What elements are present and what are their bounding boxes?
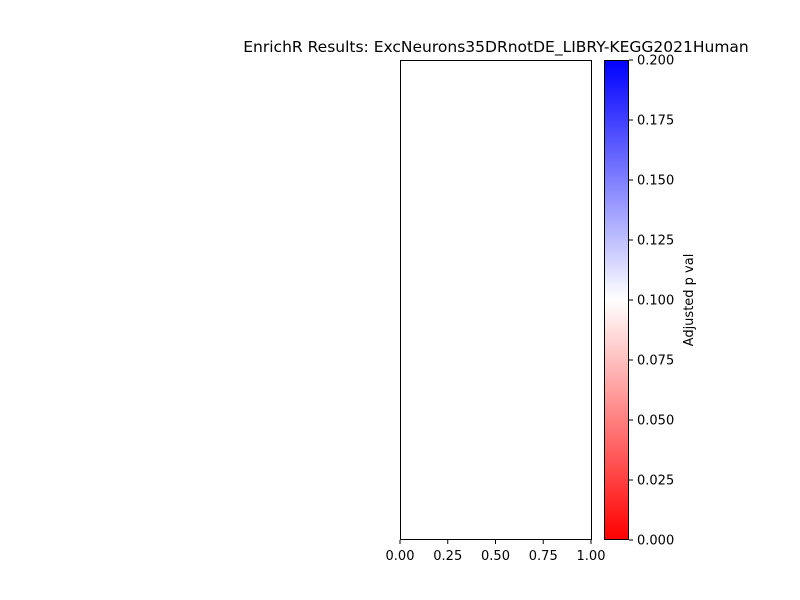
colorbar-tick-label: 0.075 — [637, 354, 674, 369]
colorbar-tick-label: 0.125 — [637, 234, 674, 249]
colorbar-axis: 0.000 0.025 0.050 0.075 0.100 0.125 0.150 0.175… — [629, 54, 674, 549]
plot-area — [400, 60, 592, 540]
x-tick-label: 0.50 — [481, 549, 510, 564]
colorbar — [604, 60, 629, 540]
colorbar-label: Adjusted p val — [682, 254, 697, 347]
chart-title: EnrichR Results: ExcNeurons35DRnotDE_LIB… — [243, 38, 749, 57]
colorbar-tick-label: 0.050 — [637, 414, 674, 429]
x-tick-label: 1.00 — [577, 549, 606, 564]
x-tick-label: 0.75 — [529, 549, 558, 564]
colorbar-tick-label: 0.100 — [637, 294, 674, 309]
colorbar-tick-label: 0.000 — [637, 534, 674, 549]
colorbar-tick-label: 0.175 — [637, 114, 674, 129]
x-axis: 0.00 0.25 0.50 0.75 1.00 — [386, 540, 606, 564]
colorbar-tick-label: 0.025 — [637, 474, 674, 489]
colorbar-tick-label: 0.150 — [637, 174, 674, 189]
colorbar-tick-label: 0.200 — [637, 54, 674, 69]
x-tick-label: 0.25 — [433, 549, 462, 564]
x-tick-label: 0.00 — [386, 549, 415, 564]
